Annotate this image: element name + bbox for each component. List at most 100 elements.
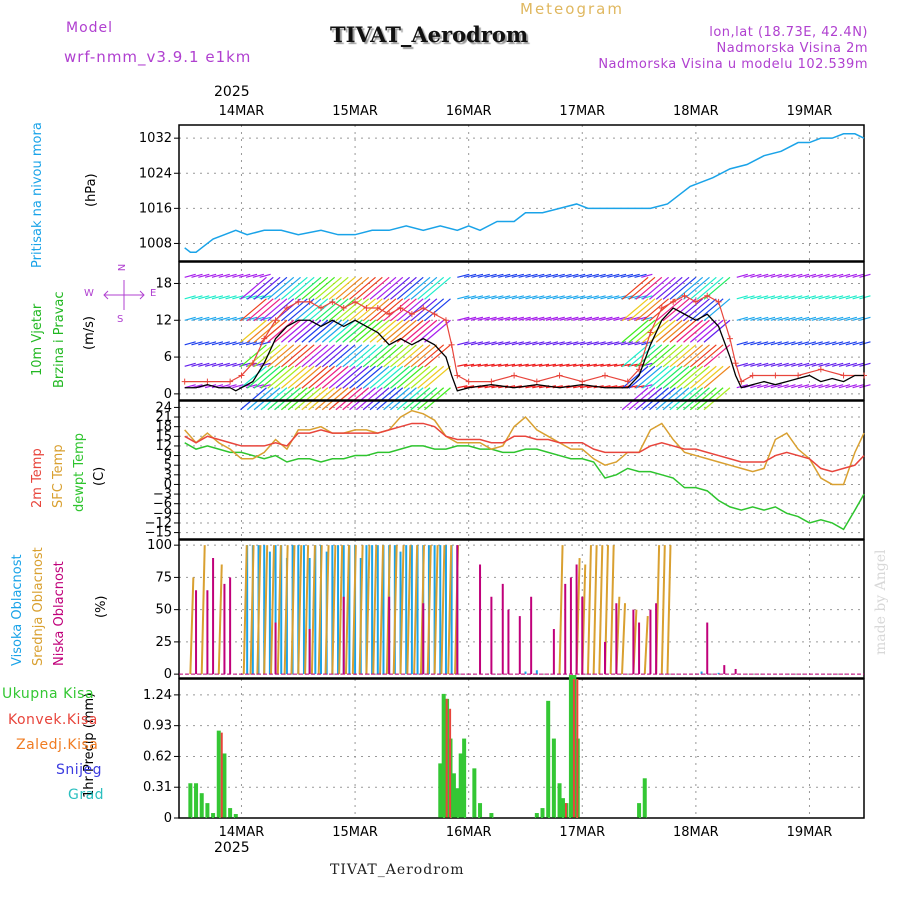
wind-arrow — [757, 295, 769, 300]
wind-arrow — [736, 295, 748, 300]
wind-arrow — [321, 387, 349, 411]
wind-arrow — [642, 298, 669, 322]
wind-arrow — [770, 316, 783, 321]
total-precip-bar — [451, 773, 456, 818]
wind-arrow — [376, 365, 404, 389]
mid-cloud-bar — [338, 545, 344, 675]
y-tick-label: 12 — [155, 313, 172, 328]
y-tick-label: 12 — [155, 439, 172, 454]
wind-arrow — [559, 295, 572, 300]
wind-arrow — [198, 316, 210, 321]
wind-speed-line — [184, 307, 864, 392]
wind-arrow — [294, 276, 322, 300]
wind-arrow — [369, 365, 397, 389]
wind-arrow — [417, 365, 445, 389]
wind-arrow — [240, 344, 267, 368]
wind-arrow — [355, 276, 383, 300]
wind-arrow — [267, 365, 295, 389]
wind-arrow — [457, 363, 468, 367]
wind-arrow — [586, 341, 599, 346]
wind-arrow — [852, 362, 864, 367]
total-precip-bar — [216, 730, 221, 818]
panel-frame — [178, 539, 865, 679]
y-tick-label: −6 — [153, 497, 172, 512]
wind-arrow — [552, 273, 565, 278]
wind-arrow — [600, 341, 613, 346]
wind-arrow — [355, 298, 383, 322]
wind-arrow — [218, 362, 230, 367]
wind-arrow — [770, 362, 783, 367]
wind-arrow — [777, 362, 789, 367]
wind-arrow — [662, 344, 690, 368]
wind-arrow — [763, 341, 776, 346]
wind-arrow — [566, 341, 579, 346]
wind-arrow — [525, 273, 538, 278]
total-precip-bar — [199, 793, 204, 818]
wind-arrow — [308, 365, 336, 389]
wind-arrow — [838, 384, 851, 389]
wind-arrow — [573, 385, 584, 389]
wind-arrow — [376, 344, 404, 368]
wind-arrow — [838, 316, 851, 321]
wind-arrow — [655, 344, 683, 368]
wind-arrow — [696, 387, 724, 411]
wind-arrow — [676, 319, 704, 343]
wind-arrow — [784, 316, 796, 321]
wind-arrow — [743, 362, 755, 367]
wind-arrow — [669, 344, 697, 368]
wind-arrow — [696, 319, 724, 343]
wind-arrow — [342, 344, 370, 368]
x-day-label-bottom: 15MAR — [332, 825, 378, 840]
y-tick-label: 1.24 — [143, 688, 172, 703]
wind-arrow — [559, 363, 570, 367]
wind-arrow — [649, 344, 676, 368]
wind-arrow — [538, 363, 550, 367]
wind-arrow — [859, 384, 871, 389]
wind-arrow — [287, 387, 315, 411]
mid-cloud-bar — [351, 545, 357, 675]
wind-arrow — [267, 276, 295, 300]
total-precip-bar — [441, 693, 446, 818]
wind-arrow — [593, 341, 606, 346]
wind-arrow — [321, 344, 349, 368]
total-precip-bar — [546, 700, 551, 818]
wind-arrow — [593, 273, 606, 278]
wind-arrow — [635, 276, 663, 300]
wind-arrow — [321, 365, 349, 389]
coords-label: lon,lat (18.73E, 42.4N) — [709, 25, 868, 40]
wind-arrow — [369, 319, 397, 343]
mid-cloud-bar — [447, 545, 453, 675]
wind-arrow — [689, 387, 717, 411]
wind-arrow — [280, 276, 308, 300]
wind-arrow — [396, 387, 424, 411]
total-precip-bar — [551, 738, 556, 818]
mid-cloud-bar — [249, 545, 255, 675]
mid-cloud-bar — [399, 545, 405, 675]
wind-arrow — [225, 316, 237, 321]
wind-arrow — [335, 365, 363, 389]
mid-cloud-bar — [317, 545, 323, 675]
wind-arrow — [770, 295, 783, 300]
x-day-label-top: 14MAR — [219, 104, 265, 119]
wind-arrow — [204, 362, 217, 367]
wind-arrow — [232, 341, 244, 346]
wind-arrow — [825, 273, 837, 278]
wind-arrow — [280, 387, 308, 411]
wind-arrow — [621, 344, 649, 368]
wind-arrow — [832, 341, 844, 346]
wind-arrow — [211, 295, 224, 300]
wind-arrow — [763, 295, 776, 300]
wind-arrow — [838, 341, 851, 346]
wind-arrow — [464, 363, 475, 367]
wind-arrow — [525, 385, 536, 389]
wind-arrow — [198, 341, 210, 346]
wind-arrow — [198, 362, 210, 367]
y-tick-label: 1024 — [139, 166, 172, 181]
wind-arrow — [669, 298, 697, 322]
wind-arrow — [579, 341, 593, 346]
total-precip-bar — [458, 753, 463, 818]
mid-cloud-bar — [666, 545, 672, 675]
wind-arrow — [736, 273, 748, 278]
wind-arrow — [621, 276, 649, 300]
